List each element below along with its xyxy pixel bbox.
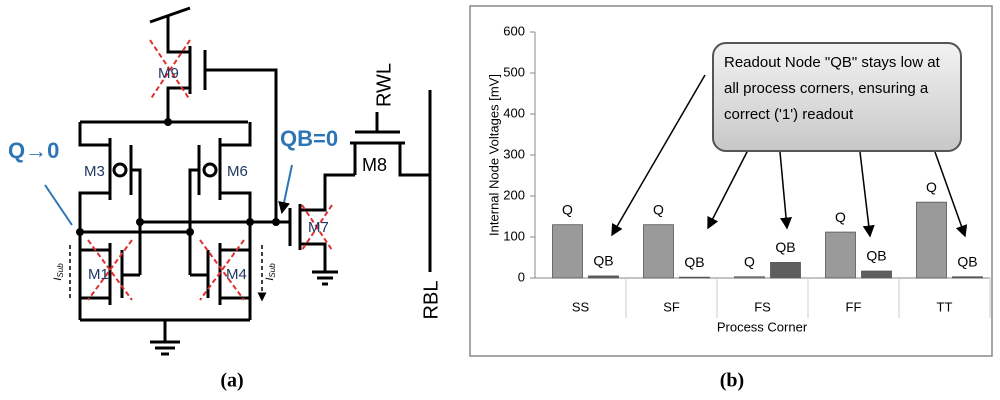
isub-label: ISub bbox=[52, 263, 65, 281]
x-tick-label: SF bbox=[663, 299, 680, 314]
transistor-label: M4 bbox=[226, 266, 247, 283]
annotation-arrow bbox=[934, 151, 968, 238]
chart: Internal Node Voltages [mV] Process Corn… bbox=[469, 5, 993, 392]
rbl-label: RBL bbox=[420, 281, 442, 320]
isub-sub: Sub bbox=[268, 263, 277, 278]
q-label: Q→0 bbox=[8, 138, 59, 163]
bar bbox=[825, 231, 856, 279]
x-tick-label: TT bbox=[937, 299, 953, 314]
transistor-label: M3 bbox=[84, 163, 105, 180]
y-tick-label: 400 bbox=[503, 105, 525, 120]
bar-label: Q bbox=[653, 201, 664, 217]
bar bbox=[770, 262, 801, 279]
bar-label: QB bbox=[957, 253, 977, 269]
y-tick-label: 200 bbox=[503, 187, 525, 202]
bar-label: Q bbox=[835, 209, 846, 225]
transistor-label: M9 bbox=[158, 65, 179, 82]
caption: (a) bbox=[220, 370, 243, 392]
rwl-label: RWL bbox=[373, 63, 395, 107]
y-tick-label: 500 bbox=[503, 64, 525, 79]
circuit: Q→0 QB=0 M3 M6 M1 M4 M7 M8 M9 RWL RBL IS… bbox=[8, 6, 442, 392]
bar bbox=[734, 276, 765, 279]
bar bbox=[588, 275, 619, 279]
bar-label: Q bbox=[744, 253, 755, 269]
x-tick-label: FF bbox=[846, 299, 862, 314]
transistor-label: M6 bbox=[227, 163, 248, 180]
bar bbox=[552, 224, 583, 279]
isub-main: I bbox=[52, 278, 64, 281]
y-tick-label: 100 bbox=[503, 228, 525, 243]
bar-label: QB bbox=[866, 248, 886, 264]
bar-label: Q bbox=[926, 179, 937, 195]
transistor-label: M1 bbox=[88, 266, 109, 283]
annotation: Readout Node "QB" stays low at all proce… bbox=[712, 42, 962, 152]
bar-label: Q bbox=[562, 201, 573, 217]
qb-label: QB=0 bbox=[280, 126, 338, 151]
x-tick-label: FS bbox=[754, 299, 771, 314]
bar-label: QB bbox=[775, 239, 795, 255]
x-axis-label: Process Corner bbox=[717, 319, 808, 334]
annotation-arrow bbox=[611, 74, 706, 237]
annotation-arrow bbox=[859, 151, 875, 238]
bar-label: QB bbox=[684, 254, 704, 270]
y-tick-label: 600 bbox=[503, 23, 525, 38]
transistor-label: M8 bbox=[362, 155, 387, 175]
bar-label: QB bbox=[593, 253, 613, 269]
isub-main: I bbox=[264, 278, 276, 281]
bar bbox=[643, 224, 674, 279]
annotation-arrow bbox=[707, 149, 749, 230]
y-tick-label: 300 bbox=[503, 146, 525, 161]
transistor-label: M7 bbox=[308, 219, 329, 236]
annotation-arrow bbox=[779, 151, 793, 230]
y-tick-label: 0 bbox=[518, 269, 525, 284]
bar bbox=[916, 201, 947, 279]
bar bbox=[952, 276, 983, 279]
caption: (b) bbox=[720, 370, 744, 392]
y-axis-label: Internal Node Voltages [mV] bbox=[486, 74, 501, 236]
bar bbox=[679, 276, 710, 279]
x-tick-label: SS bbox=[572, 299, 590, 314]
bar bbox=[861, 270, 892, 279]
isub-sub: Sub bbox=[56, 263, 65, 278]
isub-label: ISub bbox=[264, 263, 277, 281]
